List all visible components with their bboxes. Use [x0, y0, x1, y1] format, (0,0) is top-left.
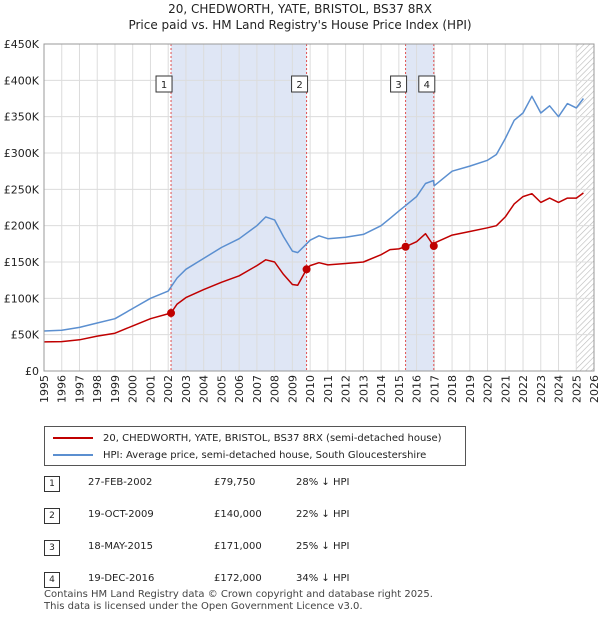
x-tick-label: 2020 [482, 375, 495, 403]
sale-point [401, 242, 410, 251]
sale-hpi-delta: 28% ↓ HPI [296, 477, 350, 488]
x-tick-label: 2011 [322, 375, 335, 403]
forecast-hatch [576, 44, 594, 371]
sale-marker-box [291, 75, 309, 93]
y-tick-label: £350K [4, 111, 40, 124]
sale-price: £79,750 [214, 477, 256, 488]
sale-point [429, 242, 438, 251]
plot-frame [43, 43, 595, 372]
y-tick-label: £50K [11, 329, 40, 342]
footer-attribution: Contains HM Land Registry data © Crown c… [44, 589, 433, 613]
chart-legend: 20, CHEDWORTH, YATE, BRISTOL, BS37 8RX (… [44, 426, 466, 466]
sale-date: 19-OCT-2009 [88, 509, 154, 520]
y-tick-label: £450K [4, 38, 40, 51]
legend-label-hpi: HPI: Average price, semi-detached house,… [103, 449, 427, 461]
y-tick-label: £400K [4, 74, 40, 87]
hpi-series-line [43, 95, 584, 332]
y-tick-label: £0 [25, 365, 39, 378]
sale-date: 27-FEB-2002 [88, 477, 153, 488]
x-tick-label: 2007 [251, 375, 264, 403]
y-tick-label: £200K [4, 220, 40, 233]
sale-marker-label: 3 [395, 80, 401, 91]
x-tick-label: 2019 [464, 375, 477, 403]
legend-swatch-property [53, 437, 93, 439]
legend-label-property: 20, CHEDWORTH, YATE, BRISTOL, BS37 8RX (… [103, 432, 442, 444]
sale-hpi-delta: 34% ↓ HPI [296, 573, 350, 584]
sale-point [302, 265, 311, 274]
sale-marker-label: 1 [161, 80, 167, 91]
sale-marker-label: 4 [424, 80, 430, 91]
legend-item-property: 20, CHEDWORTH, YATE, BRISTOL, BS37 8RX (… [53, 430, 442, 446]
y-tick-label: £250K [4, 183, 40, 196]
x-tick-label: 2002 [162, 375, 175, 403]
x-tick-label: 2018 [446, 375, 459, 403]
footer-licence: This data is licensed under the Open Gov… [44, 601, 363, 612]
table-row: 3 18-MAY-2015 £171,000 25% ↓ HPI [44, 538, 404, 560]
x-tick-label: 2017 [428, 375, 441, 403]
x-tick-label: 2003 [180, 375, 193, 403]
x-tick-label: 2023 [535, 375, 548, 403]
sale-hpi-delta: 22% ↓ HPI [296, 509, 350, 520]
x-tick-label: 2013 [357, 375, 370, 403]
sale-price: £172,000 [214, 573, 262, 584]
sale-number-badge: 4 [44, 572, 60, 588]
table-row: 2 19-OCT-2009 £140,000 22% ↓ HPI [44, 506, 404, 528]
x-tick-label: 2014 [375, 375, 388, 403]
sale-number-badge: 3 [44, 540, 60, 556]
table-row: 1 27-FEB-2002 £79,750 28% ↓ HPI [44, 474, 404, 496]
property-series-line [43, 192, 584, 343]
x-tick-label: 2016 [411, 375, 424, 403]
x-tick-label: 1996 [56, 375, 69, 403]
y-tick-label: £150K [4, 256, 40, 269]
plot-area [44, 44, 594, 371]
legend-item-hpi: HPI: Average price, semi-detached house,… [53, 447, 426, 463]
sale-date: 18-MAY-2015 [88, 541, 154, 552]
y-tick-label: £300K [4, 147, 40, 160]
x-tick-label: 2015 [393, 375, 406, 403]
x-tick-label: 1997 [73, 375, 86, 403]
price-chart: £0 £50K £100K £150K £200K £250K £300K £350K £400… [4, 38, 600, 403]
x-tick-label: 2021 [499, 375, 512, 403]
footer-copyright: Contains HM Land Registry data © Crown c… [44, 589, 433, 600]
x-tick-label: 2008 [269, 375, 282, 403]
x-tick-label: 1999 [109, 375, 122, 403]
sale-marker-box [390, 75, 408, 93]
x-tick-label: 2004 [198, 375, 211, 403]
sale-date: 19-DEC-2016 [88, 573, 155, 584]
x-tick-label: 2025 [570, 375, 583, 403]
table-row: 4 19-DEC-2016 £172,000 34% ↓ HPI [44, 570, 404, 592]
x-tick-label: 2001 [144, 375, 157, 403]
x-tick-label: 2009 [286, 375, 299, 403]
x-tick-label: 2012 [340, 375, 353, 403]
sale-marker-box [418, 75, 436, 93]
x-tick-label: 2026 [588, 375, 600, 403]
sale-number-badge: 2 [44, 508, 60, 524]
x-tick-label: 2010 [304, 375, 317, 403]
x-tick-label: 2005 [215, 375, 228, 403]
sale-number-badge: 1 [44, 476, 60, 492]
x-tick-label: 2022 [517, 375, 530, 403]
chart-title: Price paid vs. HM Land Registry's House … [128, 18, 472, 32]
x-tick-label: 1998 [91, 375, 104, 403]
sale-point [167, 309, 176, 318]
x-tick-label: 2024 [553, 375, 566, 403]
sale-price: £140,000 [214, 509, 262, 520]
sale-marker-box [155, 75, 173, 93]
sale-hpi-delta: 25% ↓ HPI [296, 541, 350, 552]
x-tick-label: 2000 [127, 375, 140, 403]
x-tick-label: 1995 [38, 375, 51, 403]
sale-marker-label: 2 [296, 80, 302, 91]
sale-price: £171,000 [214, 541, 262, 552]
y-tick-label: £100K [4, 292, 40, 305]
legend-swatch-hpi [53, 454, 93, 456]
chart-title-address: 20, CHEDWORTH, YATE, BRISTOL, BS37 8RX [168, 2, 432, 16]
ownership-period-shade [405, 44, 434, 371]
x-tick-label: 2006 [233, 375, 246, 403]
